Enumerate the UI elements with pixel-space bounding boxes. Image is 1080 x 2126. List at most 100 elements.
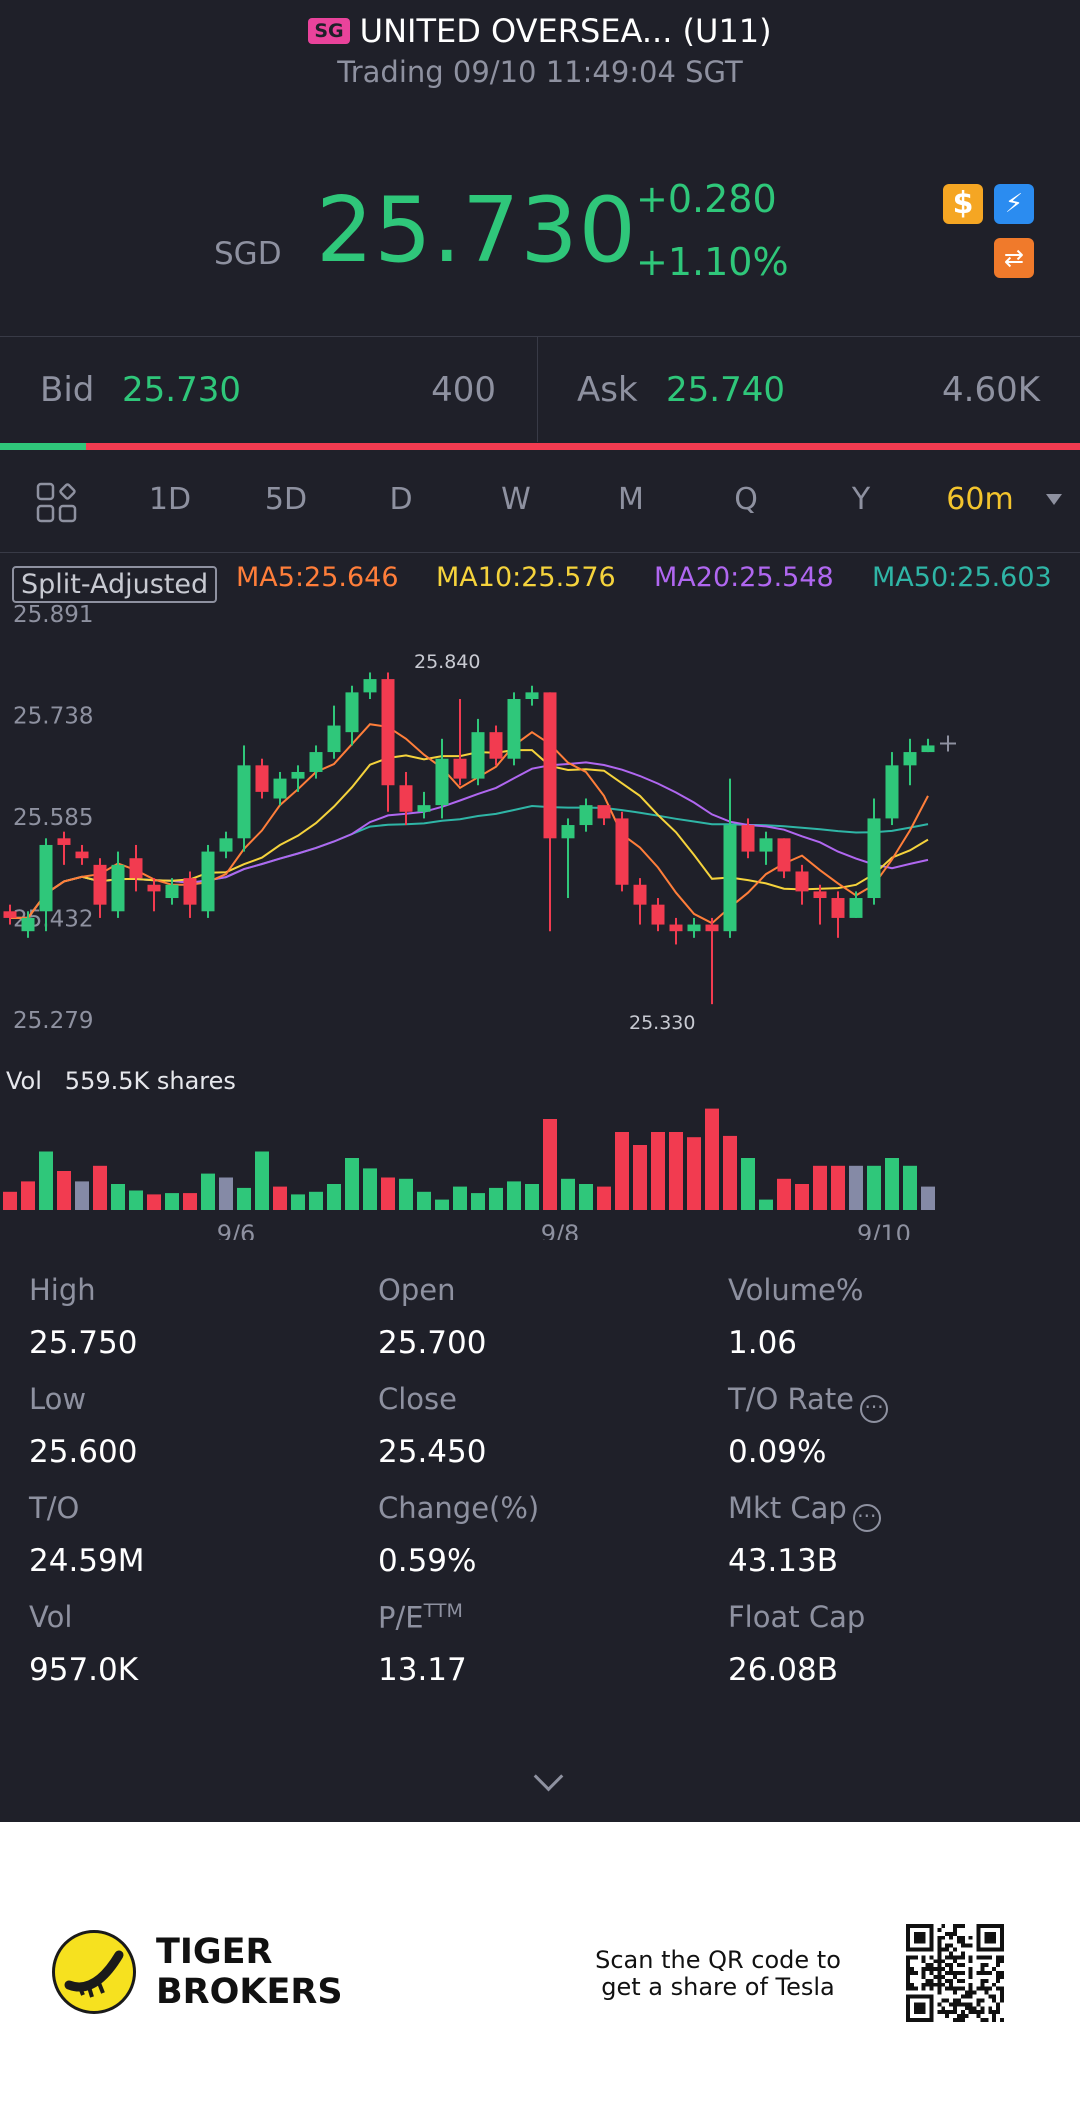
- volume-bar: [399, 1178, 413, 1210]
- ask-ratio-bar: [86, 443, 1080, 450]
- volume-bar: [759, 1199, 773, 1210]
- info-icon[interactable]: ···: [852, 1504, 881, 1532]
- tab-week[interactable]: W: [501, 482, 531, 517]
- candle-body: [561, 825, 575, 839]
- ma5-line: [10, 723, 929, 925]
- volume-bar: [741, 1158, 755, 1210]
- volume-bar: [651, 1132, 665, 1210]
- ma10-label: MA10:25.576: [436, 562, 616, 593]
- stat-label-text: T/O: [29, 1491, 80, 1525]
- info-icon[interactable]: ···: [860, 1395, 889, 1423]
- stock-quote-screen: SG UNITED OVERSEA... (U11) Trading 09/10 …: [0, 0, 1080, 1822]
- low-price-label: 25.330: [629, 1012, 695, 1034]
- volume-bar: [183, 1193, 197, 1210]
- tab-year[interactable]: Y: [851, 482, 871, 517]
- candle-body: [705, 924, 719, 932]
- stat-label-t-o: T/O: [29, 1491, 79, 1525]
- ask-price: 25.740: [666, 370, 785, 410]
- candle-body: [777, 838, 791, 872]
- volume-bar: [633, 1145, 647, 1210]
- candle-body: [885, 765, 899, 819]
- volume-bar: [471, 1193, 485, 1210]
- candle-body: [669, 924, 683, 932]
- candle-body: [327, 725, 341, 753]
- candle-body: [291, 771, 305, 779]
- candle-body: [921, 745, 935, 753]
- lightning-icon[interactable]: ⚡: [994, 184, 1034, 224]
- price-change-percent: +1.10%: [636, 240, 789, 284]
- candle-body: [237, 765, 251, 839]
- volume-bar: [291, 1194, 305, 1210]
- candle-body: [93, 864, 107, 905]
- stat-label-p-e: P/ETTM: [378, 1600, 463, 1635]
- brand-name-line2: BROKERS: [156, 1972, 343, 2012]
- stat-value-close: 25.450: [378, 1434, 487, 1470]
- candle-body: [309, 752, 323, 772]
- candle-body: [111, 864, 125, 912]
- stat-label-text: P/E: [378, 1600, 424, 1635]
- volume-bar: [165, 1193, 179, 1210]
- candle-body: [129, 858, 143, 879]
- volume-bar: [75, 1181, 89, 1210]
- stat-value-high: 25.750: [29, 1325, 138, 1361]
- stat-label-text: Mkt Cap: [728, 1491, 847, 1525]
- volume-bar: [255, 1151, 269, 1210]
- dollar-icon[interactable]: $: [943, 184, 983, 224]
- volume-bar: [327, 1184, 341, 1210]
- candle-body: [363, 679, 377, 693]
- candle-body: [795, 871, 809, 892]
- candle-body: [597, 805, 611, 819]
- candle-body: [3, 911, 17, 918]
- candle-body: [183, 878, 197, 905]
- qr-caption-line2: get a share of Tesla: [601, 1973, 835, 2001]
- candle-body: [417, 805, 431, 812]
- stat-label-text: Change(%): [378, 1491, 540, 1525]
- volume-bar: [363, 1168, 377, 1210]
- volume-bar: [849, 1165, 863, 1210]
- tab-60m[interactable]: 60m: [946, 482, 1014, 517]
- stat-value-low: 25.600: [29, 1434, 138, 1470]
- volume-bar: [345, 1158, 359, 1210]
- stat-label-mkt-cap[interactable]: Mkt Cap ···: [728, 1491, 881, 1532]
- tab-month[interactable]: M: [618, 482, 644, 517]
- candle-body: [507, 699, 521, 759]
- stat-label-text: High: [29, 1273, 96, 1307]
- volume-bar: [777, 1178, 791, 1210]
- candle-body: [489, 732, 503, 759]
- volume-bar: [21, 1181, 35, 1210]
- volume-bar: [903, 1165, 917, 1210]
- stat-label-close: Close: [378, 1382, 457, 1416]
- candle-body: [399, 785, 413, 812]
- chevron-down-icon[interactable]: [1046, 494, 1062, 505]
- volume-bar: [273, 1186, 287, 1210]
- layout-grid-icon[interactable]: [36, 482, 78, 524]
- candle-body: [453, 758, 467, 779]
- volume-bar: [453, 1186, 467, 1210]
- volume-bar: [57, 1171, 71, 1210]
- bid-ratio-bar: [0, 443, 87, 450]
- stat-value-volume: 1.06: [728, 1325, 798, 1361]
- stat-label-t-o-rate[interactable]: T/O Rate ···: [728, 1382, 889, 1423]
- candlestick-chart[interactable]: 25.89125.73825.58525.43225.27925.84025.3…: [0, 600, 1080, 1240]
- stock-title: SG UNITED OVERSEA... (U11): [0, 12, 1080, 50]
- candle-body: [21, 917, 35, 932]
- stat-label-text: T/O Rate: [728, 1382, 855, 1416]
- x-tick-label: 9/8: [541, 1220, 580, 1240]
- tab-1d[interactable]: 1D: [148, 482, 192, 517]
- tab-5d[interactable]: 5D: [264, 482, 308, 517]
- volume-value: 559.5K shares: [64, 1067, 236, 1095]
- chevron-down-icon[interactable]: [533, 1761, 564, 1792]
- swap-icon[interactable]: ⇄: [994, 238, 1034, 278]
- tab-quarter[interactable]: Q: [734, 482, 758, 517]
- stat-label-low: Low: [29, 1382, 86, 1416]
- candle-body: [687, 924, 701, 932]
- x-tick-label: 9/6: [217, 1220, 256, 1240]
- stat-value-float-cap: 26.08B: [728, 1652, 839, 1688]
- candle-body: [903, 752, 917, 766]
- split-adjusted-toggle[interactable]: Split-Adjusted: [12, 566, 218, 603]
- tab-day[interactable]: D: [389, 482, 413, 517]
- volume-bar: [705, 1108, 719, 1210]
- candle-body: [201, 851, 215, 912]
- volume-bar: [237, 1187, 251, 1210]
- volume-title: Vol: [6, 1067, 42, 1095]
